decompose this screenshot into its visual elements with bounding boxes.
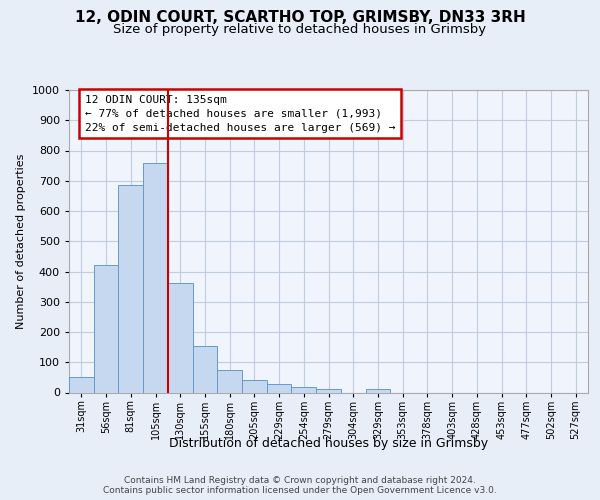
Bar [193,346,217,393]
Text: Contains HM Land Registry data © Crown copyright and database right 2024.
Contai: Contains HM Land Registry data © Crown c… [103,476,497,495]
Bar [168,283,193,393]
Text: 12, ODIN COURT, SCARTHO TOP, GRIMSBY, DN33 3RH: 12, ODIN COURT, SCARTHO TOP, GRIMSBY, DN… [74,10,526,25]
Bar [316,390,341,392]
Bar [365,390,390,392]
Bar [143,163,168,392]
Text: 12 ODIN COURT: 135sqm
← 77% of detached houses are smaller (1,993)
22% of semi-d: 12 ODIN COURT: 135sqm ← 77% of detached … [85,94,395,132]
Bar [69,377,94,392]
Bar [242,380,267,392]
Text: Distribution of detached houses by size in Grimsby: Distribution of detached houses by size … [169,438,488,450]
Bar [118,186,143,392]
Bar [94,265,118,392]
Y-axis label: Number of detached properties: Number of detached properties [16,154,26,329]
Bar [292,388,316,392]
Text: Size of property relative to detached houses in Grimsby: Size of property relative to detached ho… [113,23,487,36]
Bar [267,384,292,392]
Bar [217,370,242,392]
